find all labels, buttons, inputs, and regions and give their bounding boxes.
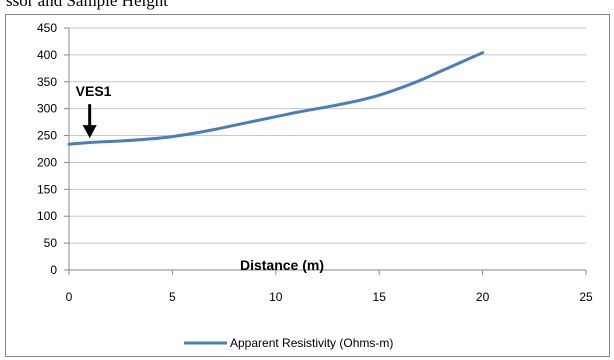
x-tick-label-15: 15 [373,290,387,304]
axes [68,28,586,271]
x-tick-label-20: 20 [476,290,490,304]
x-tick-labels: 0 5 10 15 20 25 [66,270,593,304]
series-line-0 [67,51,485,146]
legend: Apparent Resistivity (Ohms-m) [184,336,393,350]
x-tick-label-0: 0 [66,290,73,304]
y-tick-label-300: 300 [37,102,57,116]
y-tick-label-400: 400 [37,48,57,62]
x-tick-label-25: 25 [579,290,593,304]
y-tick-label-350: 350 [37,75,57,89]
y-tick-labels: 0 50 100 150 200 250 300 350 400 450 [37,21,57,277]
x-axis-label: Distance (m) [240,257,324,273]
y-tick-label-0: 0 [50,263,57,277]
series-lines [67,51,485,146]
y-tick-label-50: 50 [44,236,58,250]
cut-off-caption: ssor and Sample Height [6,0,168,10]
gridlines [64,27,586,271]
x-tick-label-10: 10 [269,290,283,304]
x-tick-label-5: 5 [169,290,176,304]
chart-area [5,14,610,357]
y-tick-label-200: 200 [37,155,57,169]
y-tick-label-450: 450 [37,21,57,35]
annotations: VES1 [76,83,112,139]
annotation-label-0: VES1 [76,83,112,99]
legend-label: Apparent Resistivity (Ohms-m) [230,336,393,350]
arrow-down-icon [82,125,97,139]
y-tick-label-250: 250 [37,129,57,143]
y-tick-label-150: 150 [37,182,57,196]
y-tick-label-100: 100 [37,209,57,223]
